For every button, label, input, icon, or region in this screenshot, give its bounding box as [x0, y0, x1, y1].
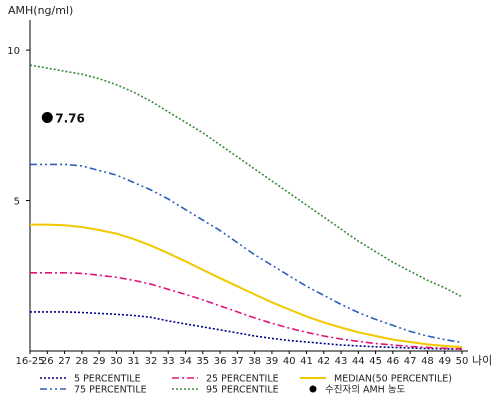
y-tick-label: 10: [7, 46, 20, 57]
series-line-5-percentile: [30, 311, 463, 350]
y-tick-label: 5: [14, 197, 20, 208]
series-line-median-50-percentile: [30, 223, 463, 349]
x-tick-label: 46: [387, 356, 400, 367]
x-tick-label: 41: [300, 356, 313, 367]
x-tick-label: 26: [41, 356, 54, 367]
x-tick-label: 31: [127, 356, 140, 367]
x-tick-label: 45: [369, 356, 382, 367]
y-axis-ticks: 5 10: [7, 46, 30, 208]
series-line-95-percentile: [29, 64, 463, 298]
x-tick-label: 39: [266, 356, 279, 367]
y-axis-title: AMH(ng/ml): [8, 4, 73, 17]
x-tick-label: 49: [438, 356, 451, 367]
x-tick-label: 50: [456, 356, 469, 367]
x-tick-label: 30: [110, 356, 123, 367]
legend-label: 25 PERCENTILE: [206, 374, 279, 385]
legend-label: 75 PERCENTILE: [74, 385, 147, 396]
x-tick-label: 16-25: [15, 356, 44, 367]
x-tick-label: 29: [93, 356, 106, 367]
x-tick-label: 34: [179, 356, 192, 367]
x-tick-label: 27: [58, 356, 71, 367]
legend-label: 수진자의 AMH 농도: [325, 385, 406, 396]
legend-label: MEDIAN(50 PERCENTILE): [334, 374, 452, 385]
x-tick-label: 36: [214, 356, 227, 367]
series-line-25-percentile: [30, 272, 463, 350]
series-line-75-percentile: [30, 163, 463, 344]
x-tick-label: 44: [352, 356, 365, 367]
x-axis-title: 나이: [472, 354, 492, 367]
legend-point-swatch: [309, 385, 317, 393]
x-tick-label: 48: [421, 356, 434, 367]
x-tick-label: 28: [75, 356, 88, 367]
legend-label: 5 PERCENTILE: [74, 374, 141, 385]
x-tick-label: 32: [145, 356, 158, 367]
x-tick-label: 35: [196, 356, 209, 367]
patient-amh-point: [41, 111, 53, 123]
x-tick-label: 33: [162, 356, 175, 367]
series-layer: [29, 64, 463, 350]
x-tick-label: 40: [283, 356, 296, 367]
legend-label: 95 PERCENTILE: [206, 385, 279, 396]
x-tick-label: 42: [317, 356, 330, 367]
patient-amh-value: 7.76: [55, 111, 85, 125]
x-tick-label: 47: [404, 356, 417, 367]
patient-point-layer: 7.76: [41, 111, 85, 125]
x-tick-label: 37: [231, 356, 244, 367]
legend: 5 PERCENTILE 25 PERCENTILE MEDIAN(50 PERCE…: [40, 374, 452, 396]
x-tick-label: 43: [335, 356, 348, 367]
x-tick-label: 38: [248, 356, 261, 367]
